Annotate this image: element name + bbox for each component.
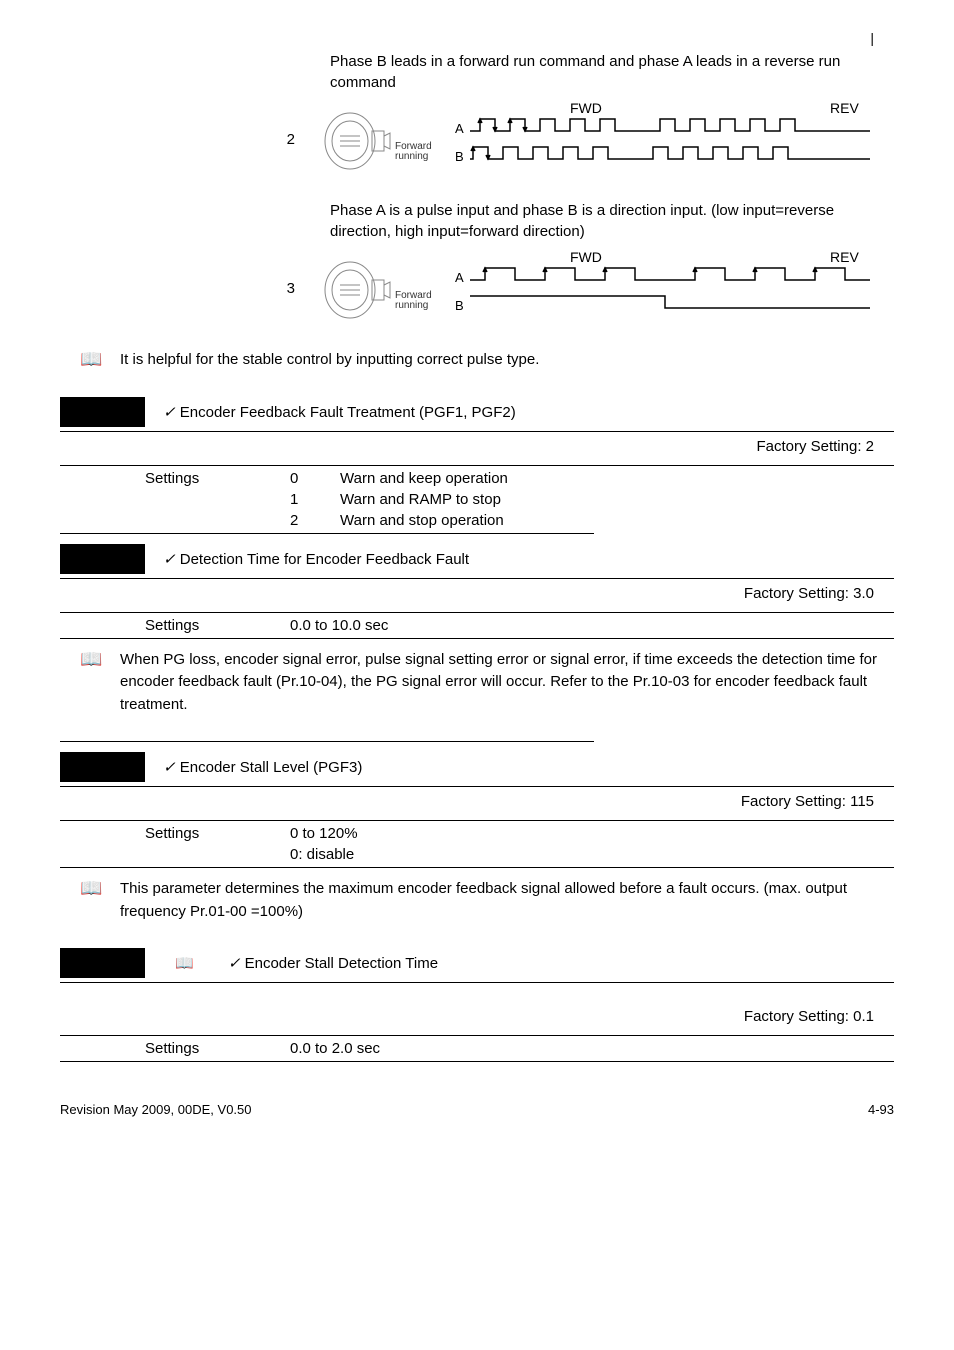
param4-title: 📖 ✓ Encoder Stall Detection Time bbox=[163, 954, 438, 972]
param2-header: ✓ Detection Time for Encoder Feedback Fa… bbox=[60, 544, 894, 574]
settings-row: Settings 0.0 to 2.0 sec bbox=[60, 1040, 894, 1057]
divider bbox=[60, 820, 894, 821]
settings-text: Warn and keep operation bbox=[340, 470, 894, 487]
settings-row: Settings 0 Warn and keep operation bbox=[60, 470, 894, 487]
phase-a-description: Phase A is a pulse input and phase B is … bbox=[330, 200, 894, 242]
phase-b-description: Phase B leads in a forward run command a… bbox=[330, 51, 894, 93]
svg-text:running: running bbox=[395, 151, 428, 162]
wave-content-2: Forward running A B FWD REV bbox=[320, 101, 894, 185]
divider bbox=[60, 741, 594, 742]
wave-content-3: Forward running A B FWD REV bbox=[320, 250, 894, 334]
param-blackbox bbox=[60, 948, 145, 978]
settings-label: Settings bbox=[145, 617, 290, 634]
footer-left: Revision May 2009, 00DE, V0.50 bbox=[60, 1102, 252, 1117]
svg-text:FWD: FWD bbox=[570, 101, 602, 116]
svg-text:B: B bbox=[455, 298, 464, 313]
param1-header: ✓ Encoder Feedback Fault Treatment (PGF1… bbox=[60, 397, 894, 427]
svg-text:running: running bbox=[395, 300, 428, 311]
settings-text: Warn and stop operation bbox=[340, 512, 894, 529]
param2-factory: Factory Setting: 3.0 bbox=[60, 585, 894, 602]
waveform-svg-3: Forward running A B FWD REV bbox=[320, 250, 880, 330]
settings-label: Settings bbox=[145, 1040, 290, 1057]
settings-num: 0 bbox=[290, 470, 340, 487]
param3-header: ✓ Encoder Stall Level (PGF3) bbox=[60, 752, 894, 782]
param3-desc-text: This parameter determines the maximum en… bbox=[120, 878, 894, 923]
svg-text:A: A bbox=[455, 121, 464, 136]
settings-text: 0.0 to 10.0 sec bbox=[290, 617, 894, 634]
param3-factory: Factory Setting: 115 bbox=[60, 793, 894, 810]
divider bbox=[60, 612, 894, 613]
param2-title-text: Detection Time for Encoder Feedback Faul… bbox=[180, 551, 469, 568]
param1-factory: Factory Setting: 2 bbox=[60, 438, 894, 455]
settings-text: 0.0 to 2.0 sec bbox=[290, 1040, 894, 1057]
param1-title-text: Encoder Feedback Fault Treatment (PGF1, … bbox=[180, 404, 516, 421]
param-blackbox bbox=[60, 544, 145, 574]
param1-title: ✓ Encoder Feedback Fault Treatment (PGF1… bbox=[163, 403, 516, 421]
book-icon: 📖 bbox=[60, 649, 120, 670]
divider bbox=[60, 465, 894, 466]
settings-text: 0: disable bbox=[290, 846, 894, 863]
waveform-row-2: 2 Forward running A B FWD REV bbox=[60, 101, 894, 185]
settings-label: Settings bbox=[145, 470, 290, 487]
divider bbox=[60, 867, 894, 868]
divider bbox=[60, 431, 894, 432]
helpful-note: 📖 It is helpful for the stable control b… bbox=[60, 349, 894, 372]
page-marker: | bbox=[60, 30, 894, 46]
param4-title-text: Encoder Stall Detection Time bbox=[245, 955, 438, 972]
settings-row: Settings 0.0 to 10.0 sec bbox=[60, 617, 894, 634]
param3-title-text: Encoder Stall Level (PGF3) bbox=[180, 759, 363, 776]
settings-text: Warn and RAMP to stop bbox=[340, 491, 894, 508]
divider bbox=[60, 786, 894, 787]
helpful-text: It is helpful for the stable control by … bbox=[120, 349, 894, 372]
param4-header: 📖 ✓ Encoder Stall Detection Time bbox=[60, 948, 894, 978]
waveform-row-3: 3 Forward running A B FWD REV bbox=[60, 250, 894, 334]
book-icon: 📖 bbox=[60, 349, 120, 370]
svg-text:REV: REV bbox=[830, 101, 859, 116]
divider bbox=[60, 638, 894, 639]
settings-row: 0: disable bbox=[60, 846, 894, 863]
svg-text:FWD: FWD bbox=[570, 250, 602, 265]
page-footer: Revision May 2009, 00DE, V0.50 4-93 bbox=[60, 1102, 894, 1117]
param-blackbox bbox=[60, 752, 145, 782]
waveform-svg-2: Forward running A B FWD REV bbox=[320, 101, 880, 181]
pg-loss-text: When PG loss, encoder signal error, puls… bbox=[120, 649, 894, 717]
svg-text:B: B bbox=[455, 149, 464, 164]
book-icon: 📖 bbox=[60, 878, 120, 899]
wave-num-3: 3 bbox=[60, 250, 320, 297]
pg-loss-note: 📖 When PG loss, encoder signal error, pu… bbox=[60, 649, 894, 717]
divider bbox=[60, 1061, 894, 1062]
param-blackbox bbox=[60, 397, 145, 427]
book-icon: 📖 bbox=[175, 955, 194, 972]
param2-title: ✓ Detection Time for Encoder Feedback Fa… bbox=[163, 550, 469, 568]
svg-text:A: A bbox=[455, 270, 464, 285]
settings-num: 2 bbox=[290, 512, 340, 529]
wave-num-2: 2 bbox=[60, 101, 320, 148]
svg-text:REV: REV bbox=[830, 250, 859, 265]
settings-row: 1 Warn and RAMP to stop bbox=[60, 491, 894, 508]
footer-right: 4-93 bbox=[868, 1102, 894, 1117]
divider bbox=[60, 533, 594, 534]
divider bbox=[60, 578, 894, 579]
divider bbox=[60, 982, 894, 983]
settings-num: 1 bbox=[290, 491, 340, 508]
param3-desc-note: 📖 This parameter determines the maximum … bbox=[60, 878, 894, 923]
settings-row: 2 Warn and stop operation bbox=[60, 512, 894, 529]
settings-label: Settings bbox=[145, 825, 290, 842]
param4-factory: Factory Setting: 0.1 bbox=[60, 1008, 894, 1025]
settings-row: Settings 0 to 120% bbox=[60, 825, 894, 842]
settings-text: 0 to 120% bbox=[290, 825, 894, 842]
param3-title: ✓ Encoder Stall Level (PGF3) bbox=[163, 758, 362, 776]
divider bbox=[60, 1035, 894, 1036]
